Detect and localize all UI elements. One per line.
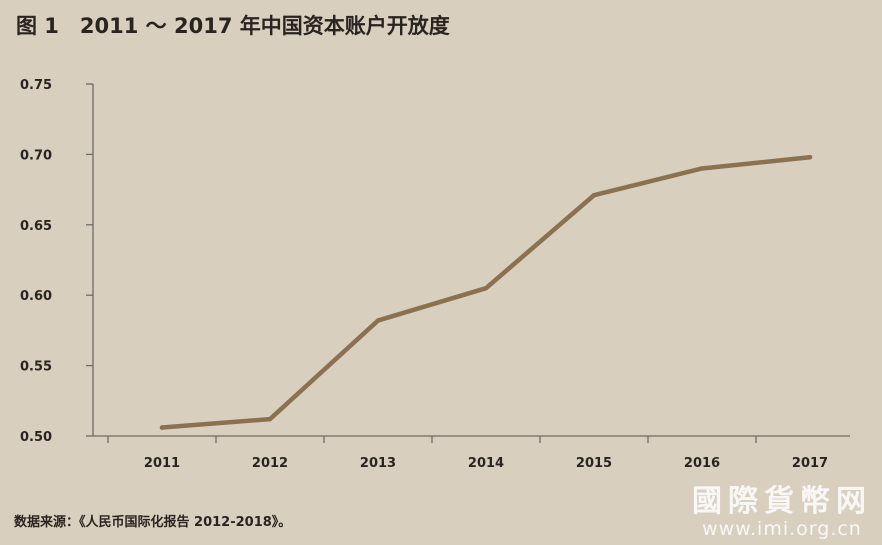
watermark-url: www.imi.org.cn xyxy=(702,518,862,540)
watermark-name: 國際貨幣网 xyxy=(692,484,872,519)
data-point xyxy=(807,155,813,160)
x-tick-label: 2011 xyxy=(144,456,180,471)
data-point xyxy=(267,416,273,422)
data-point xyxy=(375,318,381,323)
series-line xyxy=(159,154,813,430)
watermark-logo: 國際貨幣网 www.imi.org.cn xyxy=(692,476,872,540)
data-point xyxy=(159,425,165,430)
data-point xyxy=(699,166,705,171)
y-tick-label: 0.60 xyxy=(20,289,52,304)
x-tick-label: 2015 xyxy=(576,456,612,471)
data-point xyxy=(483,285,489,291)
x-tick-label: 2013 xyxy=(360,456,396,471)
x-tick-label: 2014 xyxy=(468,456,504,471)
y-tick-label: 0.55 xyxy=(20,360,52,375)
data-source-note: 数据来源：《人民币国际化报告 2012-2018》。 xyxy=(14,515,292,530)
y-tick-label: 0.50 xyxy=(20,430,52,445)
chart-title: 图 1 2011 ～ 2017 年中国资本账户开放度 xyxy=(16,14,450,38)
data-point xyxy=(591,193,597,198)
y-tick-label: 0.65 xyxy=(20,219,52,234)
x-tick-label: 2017 xyxy=(792,456,828,471)
y-tick-label: 0.75 xyxy=(20,78,52,93)
x-tick-label: 2016 xyxy=(684,456,720,471)
x-tick-label: 2012 xyxy=(252,456,288,471)
y-tick-label: 0.70 xyxy=(20,148,52,163)
